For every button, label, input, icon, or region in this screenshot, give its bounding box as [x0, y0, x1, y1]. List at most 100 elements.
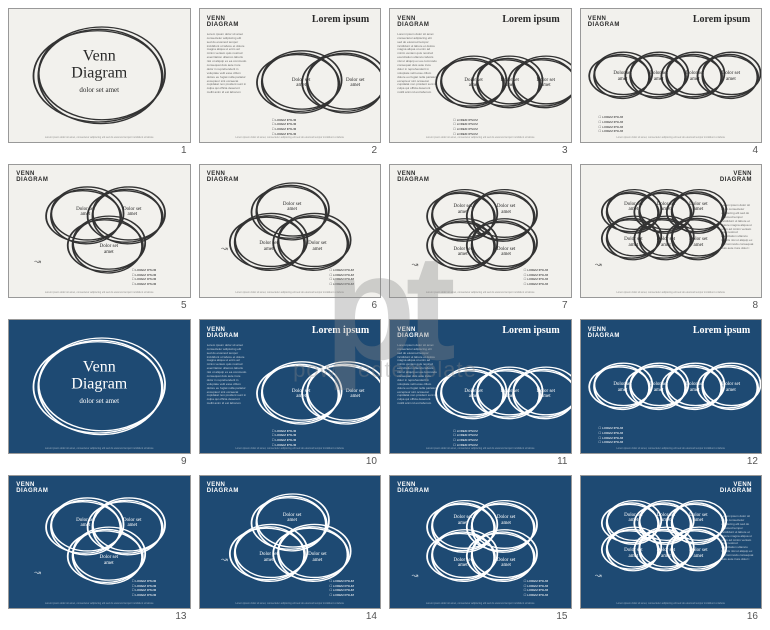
- checklist: LOREM IPSUMLOREM IPSUMLOREM IPSUMLOREM I…: [453, 429, 478, 448]
- slide-number: 3: [562, 145, 572, 156]
- arrow-icon: ↝: [34, 568, 41, 577]
- slide-thumbnail[interactable]: VENNDIAGRAMDolor setametDolor setametDol…: [8, 164, 191, 299]
- slide-number: 16: [747, 611, 762, 622]
- circle-label: Dolor setamet: [683, 202, 713, 213]
- circle-label: Dolor setamet: [618, 513, 648, 524]
- slide-thumbnail[interactable]: VENNDIAGRAMLorem ipsumDolor setametDolor…: [580, 8, 763, 143]
- thumbnail-cell: VENNDIAGRAMLorem ipsumDolor setametDolor…: [580, 8, 763, 156]
- slide-thumbnail[interactable]: VENNDIAGRAMDolor setametDolor setametDol…: [8, 475, 191, 610]
- slide-thumbnail[interactable]: VENNDIAGRAMLorem ipsum dolor sit amet co…: [580, 475, 763, 610]
- circle-label: Dolor setamet: [618, 548, 648, 559]
- checklist: LOREM IPSUMLOREM IPSUMLOREM IPSUMLOREM I…: [524, 268, 549, 287]
- heading-serif: Lorem ipsum: [502, 14, 559, 25]
- checklist: LOREM IPSUMLOREM IPSUMLOREM IPSUMLOREM I…: [329, 579, 354, 598]
- circle-label: Dolor setamet: [448, 515, 478, 526]
- checklist-item: LOREM IPSUM: [524, 282, 549, 287]
- checklist-item: LOREM IPSUM: [524, 579, 549, 584]
- slide-thumbnail[interactable]: VENNDIAGRAMLorem ipsum dolor sit amet co…: [580, 164, 763, 299]
- circle-label: Dolor setamet: [448, 204, 478, 215]
- thumbnail-cell: VENNDIAGRAMLorem ipsum dolor sit amet co…: [580, 475, 763, 623]
- heading-small: VENNDIAGRAM: [397, 16, 429, 28]
- circle-label: Dolor setamet: [448, 247, 478, 258]
- slide-thumbnail[interactable]: VennDiagramdolor set ametLorem ipsum dol…: [8, 319, 191, 454]
- heading-serif: Lorem ipsum: [693, 14, 750, 25]
- slide-number: 14: [366, 611, 381, 622]
- heading-small: VENNDIAGRAM: [397, 482, 429, 494]
- circle-label: Dolor setamet: [491, 204, 521, 215]
- slide-thumbnail[interactable]: VENNDIAGRAMDolor setametDolor setametDol…: [389, 164, 572, 299]
- checklist: LOREM IPSUMLOREM IPSUMLOREM IPSUMLOREM I…: [599, 426, 624, 445]
- heading-small: VENNDIAGRAM: [720, 482, 752, 494]
- slide-number: 4: [752, 145, 762, 156]
- circle-label: Dolor setamet: [608, 382, 638, 393]
- thumbnail-cell: VENNDIAGRAMDolor setametDolor setametDol…: [199, 164, 382, 312]
- arrow-icon: ↝: [221, 555, 228, 564]
- circle-label: Dolor setamet: [651, 202, 681, 213]
- slide-thumbnail[interactable]: VENNDIAGRAMDolor setametDolor setametDol…: [199, 475, 382, 610]
- arrow-icon: ↝: [34, 257, 41, 266]
- checklist-item: LOREM IPSUM: [329, 579, 354, 584]
- circle-label: Dolor setamet: [495, 78, 525, 89]
- slide-number: 12: [747, 456, 762, 467]
- circle-label: Dolor setamet: [459, 78, 489, 89]
- circle-label: Dolor setamet: [716, 71, 746, 82]
- circle-label: Dolor setamet: [683, 513, 713, 524]
- circle-label: Dolor setamet: [531, 78, 561, 89]
- slide-thumbnail[interactable]: VENNDIAGRAM Lorem ipsum Dolor setamet Dolor…: [580, 319, 763, 454]
- circle-label: Dolor setamet: [340, 78, 370, 89]
- slide-thumbnail[interactable]: VENNDIAGRAMLorem ipsumLorem ipsum dolor …: [199, 8, 382, 143]
- slide-thumbnail[interactable]: VENNDIAGRAMDolor setametDolor setametDol…: [199, 164, 382, 299]
- checklist-item: LOREM IPSUM: [599, 440, 624, 445]
- circle-label: Dolor setamet: [491, 558, 521, 569]
- circle-label: Dolor setamet: [277, 513, 307, 524]
- footer-text: Lorem ipsum dolor sit amet, consectetur …: [590, 447, 752, 450]
- circle-label: Dolor setamet: [277, 202, 307, 213]
- slide-number: 15: [556, 611, 571, 622]
- heading-small: VENNDIAGRAM: [207, 327, 239, 339]
- slide-thumbnail[interactable]: VENNDIAGRAMLorem ipsumLorem ipsum dolor …: [389, 319, 572, 454]
- thumbnail-cell: VENNDIAGRAMDolor setametDolor setametDol…: [199, 475, 382, 623]
- circle-label: Dolor setamet: [491, 247, 521, 258]
- footer-text: Lorem ipsum dolor sit amet, consectetur …: [209, 602, 371, 605]
- slide-thumbnail[interactable]: VENNDIAGRAMLorem ipsumLorem ipsum dolor …: [389, 8, 572, 143]
- checklist-item: LOREM IPSUM: [329, 593, 354, 598]
- circle-label: Dolor setamet: [651, 513, 681, 524]
- slide-number: 6: [371, 300, 381, 311]
- thumbnail-cell: VENNDIAGRAMDolor setametDolor setametDol…: [389, 164, 572, 312]
- circle-label: Dolor setamet: [302, 241, 332, 252]
- footer-text: Lorem ipsum dolor sit amet, consectetur …: [590, 136, 752, 139]
- thumbnail-cell: VENNDIAGRAMDolor setametDolor setametDol…: [8, 164, 191, 312]
- slide-thumbnail[interactable]: VENNDIAGRAMLorem ipsumLorem ipsum dolor …: [199, 319, 382, 454]
- circle-label: Dolor setamet: [716, 382, 746, 393]
- footer-text: Lorem ipsum dolor sit amet, consectetur …: [399, 602, 561, 605]
- checklist-item: LOREM IPSUM: [329, 268, 354, 273]
- checklist: LOREM IPSUMLOREM IPSUMLOREM IPSUMLOREM I…: [524, 579, 549, 598]
- slide-thumbnail[interactable]: VennDiagramdolor set ametLorem ipsum dol…: [8, 8, 191, 143]
- thumbnail-cell: VENNDIAGRAMLorem ipsumLorem ipsum dolor …: [199, 319, 382, 467]
- circle-label: Dolor setamet: [531, 389, 561, 400]
- footer-text: Lorem ipsum dolor sit amet, consectetur …: [18, 291, 180, 294]
- checklist-item: LOREM IPSUM: [132, 593, 157, 598]
- heading-serif: Lorem ipsum: [693, 325, 750, 336]
- circle-label: Dolor setamet: [618, 237, 648, 248]
- footer-text: Lorem ipsum dolor sit amet, consectetur …: [209, 291, 371, 294]
- thumbnail-cell: VENNDIAGRAMLorem ipsumLorem ipsum dolor …: [389, 8, 572, 156]
- checklist: LOREM IPSUMLOREM IPSUMLOREM IPSUMLOREM I…: [132, 579, 157, 598]
- circle-label: Dolor setamet: [644, 71, 674, 82]
- circle-label: Dolor setamet: [608, 71, 638, 82]
- thumbnail-cell: VENNDIAGRAMLorem ipsumLorem ipsum dolor …: [199, 8, 382, 156]
- heading-serif: Lorem ipsum: [312, 325, 369, 336]
- heading-small: VENNDIAGRAM: [588, 327, 620, 339]
- footer-text: Lorem ipsum dolor sit amet, consectetur …: [399, 291, 561, 294]
- heading-small: VENNDIAGRAM: [207, 482, 239, 494]
- checklist-item: LOREM IPSUM: [132, 579, 157, 584]
- slide-title: VennDiagram: [71, 47, 127, 82]
- slide-thumbnail[interactable]: VENNDIAGRAMDolor setametDolor setametDol…: [389, 475, 572, 610]
- sidebar-text: Lorem ipsum dolor sit amet consectetur a…: [397, 344, 437, 406]
- thumbnail-cell: VENNDIAGRAM Lorem ipsum Dolor setamet Dolor…: [580, 319, 763, 467]
- circle-label: Dolor setamet: [117, 518, 147, 529]
- slide-number: 9: [181, 456, 191, 467]
- thumbnail-cell: VENNDIAGRAMDolor setametDolor setametDol…: [8, 475, 191, 623]
- circle-label: Dolor setamet: [94, 244, 124, 255]
- circle-label: Dolor setamet: [70, 518, 100, 529]
